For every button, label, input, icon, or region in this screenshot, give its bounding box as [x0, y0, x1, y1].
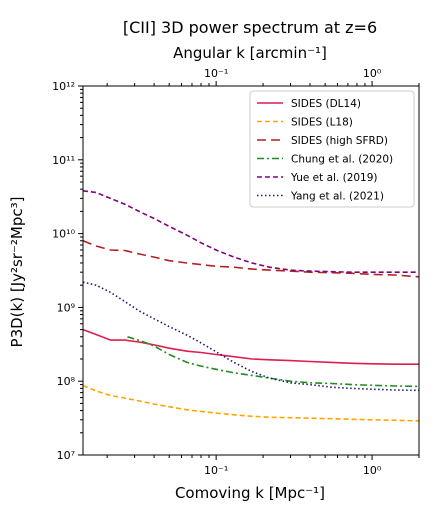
y-tick-label: 10⁸: [57, 375, 76, 388]
series-line-5: [83, 281, 419, 392]
x-tick-label: 10⁻¹: [204, 464, 228, 477]
y-tick-label: 10⁹: [57, 301, 75, 314]
top-axis-label: Angular k [arcmin⁻¹]: [173, 44, 327, 62]
series-line-4: [83, 190, 419, 273]
legend-entry: SIDES (DL14): [291, 98, 361, 110]
series-line-2: [83, 240, 419, 278]
legend-box: [249, 90, 415, 208]
top-tick-label: 10⁻¹: [204, 67, 228, 80]
series-line-3: [127, 336, 419, 388]
legend-entry: Yue et al. (2019): [290, 172, 378, 184]
legend-entry: SIDES (high SFRD): [291, 135, 388, 147]
y-tick-label: 10¹²: [52, 80, 75, 93]
legend: SIDES (DL14) SIDES (L18) SIDES (high SFRD)…: [249, 90, 415, 208]
top-tick-label: 10⁰: [363, 67, 382, 80]
y-tick-label: 10¹¹: [52, 154, 75, 167]
y-tick-label: 10¹⁰: [52, 228, 75, 241]
x-tick-label: 10⁰: [363, 464, 382, 477]
x-axis-label: Comoving k [Mpc⁻¹]: [175, 484, 325, 502]
y-tick-label: 10⁷: [57, 449, 75, 462]
series-line-0: [83, 328, 419, 365]
plot-frame: [82, 85, 420, 456]
legend-entry: Yang et al. (2021): [290, 191, 384, 203]
series-line-1: [83, 384, 419, 422]
legend-entry: SIDES (L18): [291, 117, 353, 129]
legend-entry: Chung et al. (2020): [291, 154, 393, 166]
chart-title: [CII] 3D power spectrum at z=6: [123, 18, 377, 37]
y-axis-label: P3D(k) [Jy²sr⁻²Mpc³]: [8, 197, 26, 348]
